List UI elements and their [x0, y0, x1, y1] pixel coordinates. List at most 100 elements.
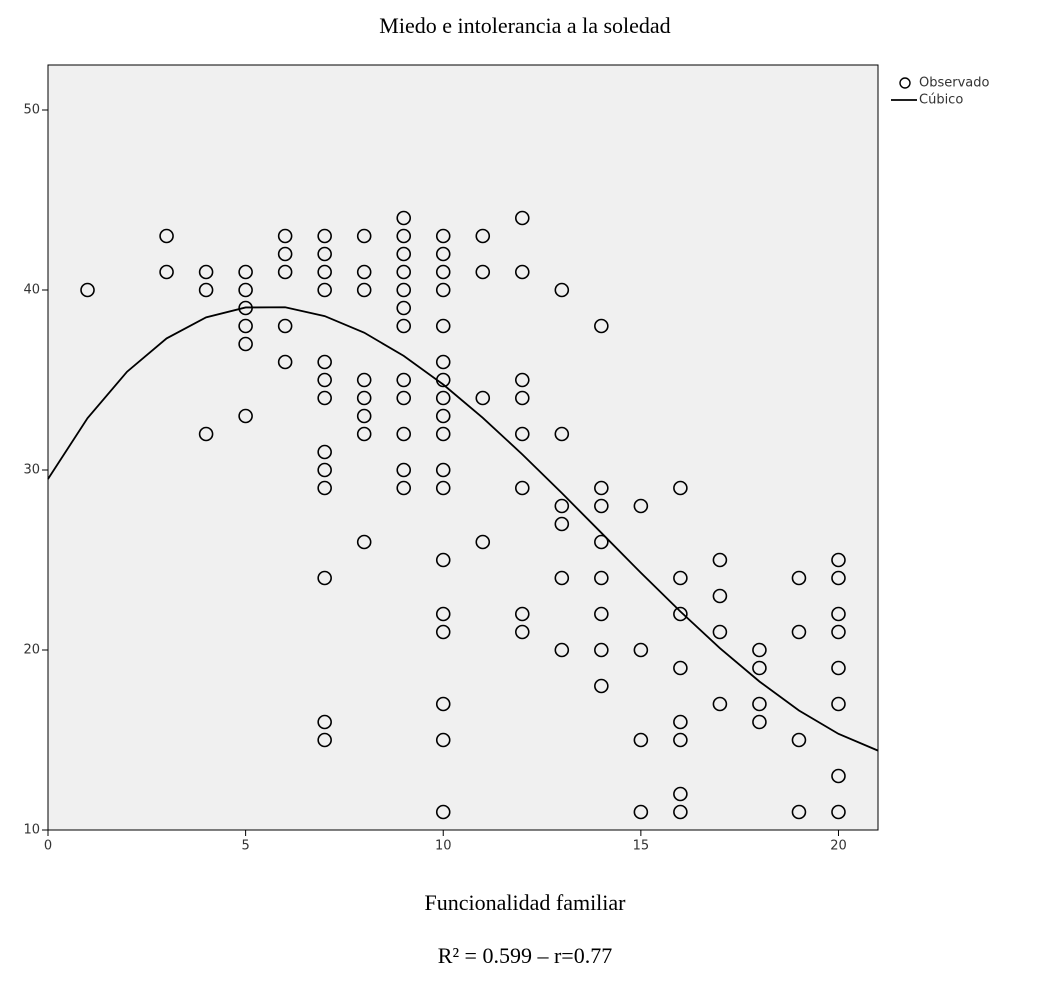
point	[673, 714, 688, 730]
point	[277, 354, 293, 370]
point	[317, 390, 332, 406]
point	[673, 732, 688, 748]
point	[356, 426, 372, 442]
point	[238, 318, 253, 334]
point	[435, 552, 451, 568]
point	[514, 606, 530, 622]
point	[317, 228, 332, 244]
point	[396, 282, 412, 298]
point	[554, 570, 570, 586]
point	[791, 570, 807, 586]
point	[831, 606, 846, 622]
point	[594, 678, 609, 694]
point	[396, 390, 412, 406]
point	[791, 732, 807, 748]
point	[831, 804, 846, 820]
point	[277, 318, 293, 334]
point	[435, 390, 451, 406]
point	[356, 408, 372, 424]
point	[317, 354, 332, 370]
plot-area	[47, 64, 879, 831]
point	[396, 300, 412, 316]
point	[356, 228, 372, 244]
point	[238, 336, 253, 352]
point	[554, 498, 570, 514]
point	[435, 264, 451, 280]
point	[435, 228, 451, 244]
point	[396, 228, 412, 244]
point	[435, 318, 451, 334]
point	[673, 606, 688, 622]
point	[435, 408, 451, 424]
x-axis-label: Funcionalidad familiar	[425, 890, 627, 915]
y-tick-label: 20	[23, 643, 40, 658]
point	[594, 318, 609, 334]
point	[198, 264, 214, 280]
point	[435, 282, 451, 298]
x-tick-label: 0	[44, 839, 52, 854]
point	[317, 480, 332, 496]
legend-label: Cúbico	[919, 93, 963, 108]
point	[831, 768, 846, 784]
point	[435, 246, 451, 262]
point	[396, 264, 412, 280]
annotation: R² = 0.599 – r=0.77	[438, 943, 612, 968]
x-tick-label: 10	[435, 839, 452, 854]
point	[673, 804, 688, 820]
point	[435, 480, 451, 496]
point	[396, 318, 412, 334]
point	[712, 624, 728, 640]
point	[317, 462, 332, 478]
point	[317, 444, 332, 460]
point	[396, 426, 412, 442]
point	[831, 696, 846, 712]
point	[514, 480, 530, 496]
point	[594, 606, 609, 622]
point	[159, 228, 174, 244]
point	[791, 624, 807, 640]
point	[752, 660, 767, 676]
point	[317, 246, 332, 262]
point	[435, 426, 451, 442]
y-tick-label: 40	[23, 283, 40, 298]
point	[238, 264, 253, 280]
point	[277, 246, 293, 262]
point	[831, 660, 846, 676]
y-tick-label: 50	[23, 103, 40, 118]
point	[435, 354, 451, 370]
point	[831, 552, 846, 568]
y-tick-label: 10	[23, 823, 40, 838]
point	[594, 642, 609, 658]
point	[317, 570, 332, 586]
point	[80, 282, 95, 298]
point	[317, 264, 332, 280]
point	[396, 480, 412, 496]
point	[475, 264, 491, 280]
point	[673, 660, 688, 676]
legend-marker	[899, 77, 911, 89]
point	[633, 804, 649, 820]
point	[514, 264, 530, 280]
point	[198, 282, 214, 298]
x-tick-label: 15	[633, 839, 650, 854]
point	[277, 264, 293, 280]
point	[356, 264, 372, 280]
point	[514, 426, 530, 442]
point	[435, 462, 451, 478]
point	[673, 786, 688, 802]
point	[159, 264, 174, 280]
point	[396, 372, 412, 388]
point	[317, 714, 332, 730]
point	[435, 732, 451, 748]
point	[712, 552, 728, 568]
point	[831, 624, 846, 640]
point	[633, 642, 649, 658]
chart-title: Miedo e intolerancia a la soledad	[379, 13, 670, 38]
point	[396, 210, 412, 226]
point	[356, 390, 372, 406]
point	[554, 426, 570, 442]
point	[594, 570, 609, 586]
fit-line	[47, 306, 879, 752]
point	[356, 372, 372, 388]
